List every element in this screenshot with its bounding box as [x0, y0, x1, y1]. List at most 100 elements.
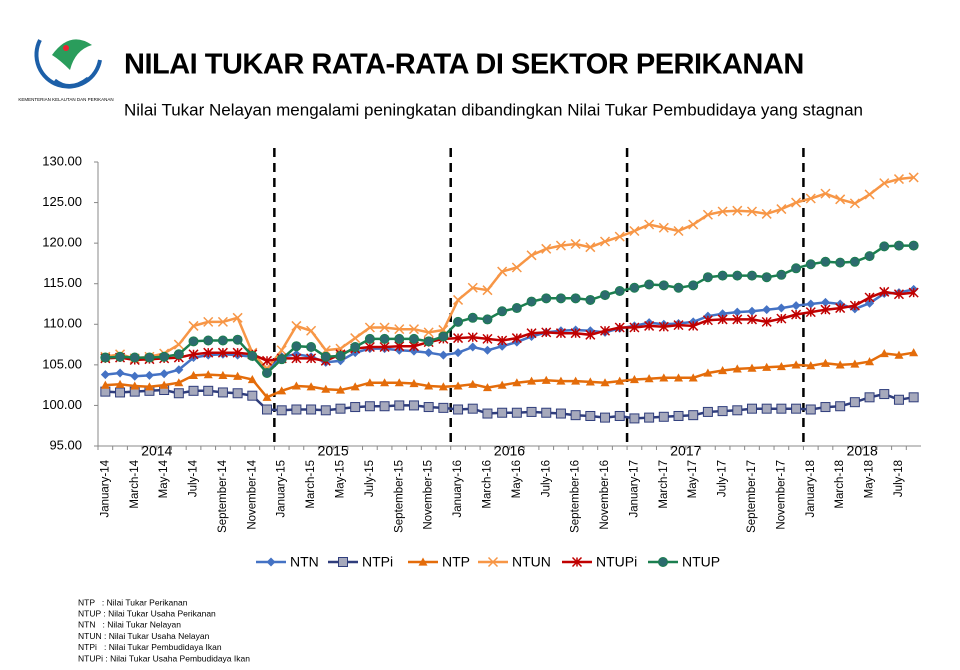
marker	[482, 333, 493, 344]
marker	[762, 305, 772, 315]
x-tick-label: September-14	[217, 459, 229, 532]
legend-label: NTUP	[682, 554, 720, 570]
marker	[247, 390, 258, 401]
marker	[879, 241, 890, 252]
marker	[864, 392, 875, 403]
marker	[497, 380, 507, 389]
marker	[585, 377, 595, 386]
legend-label: NTP	[442, 554, 470, 570]
y-tick-label: 100.00	[42, 397, 82, 412]
marker	[232, 334, 243, 345]
x-tick-label: July-17	[717, 460, 729, 497]
marker	[644, 279, 655, 290]
marker	[232, 347, 243, 358]
marker	[820, 402, 831, 413]
marker	[659, 373, 669, 382]
marker	[791, 263, 802, 274]
marker	[174, 365, 184, 375]
marker	[717, 270, 728, 281]
marker	[614, 231, 625, 242]
marker	[673, 320, 684, 331]
marker	[570, 328, 581, 339]
marker	[497, 407, 508, 418]
marker	[100, 380, 110, 389]
marker	[394, 400, 405, 411]
marker	[893, 289, 904, 300]
marker	[673, 225, 684, 237]
marker	[615, 376, 625, 385]
marker	[820, 304, 831, 315]
legend-label: NTPi	[362, 554, 393, 570]
marker	[674, 373, 684, 382]
logo: KEMENTERIAN KELAUTAN DAN PERIKANAN	[18, 39, 114, 102]
marker	[482, 345, 492, 355]
marker	[820, 358, 830, 367]
marker	[629, 374, 639, 384]
marker	[864, 251, 875, 262]
y-tick-label: 130.00	[42, 153, 82, 168]
marker	[717, 206, 728, 217]
marker	[364, 341, 375, 353]
marker	[364, 401, 375, 412]
marker	[835, 194, 846, 205]
marker	[894, 350, 904, 359]
marker	[173, 388, 184, 399]
marker	[526, 328, 537, 339]
marker	[482, 285, 493, 296]
note: NTUPi : Nilai Tukar Usaha Pembudidaya Ik…	[78, 653, 250, 663]
marker	[203, 347, 214, 358]
marker	[482, 314, 493, 325]
marker	[644, 412, 655, 423]
marker	[571, 556, 583, 568]
series-line	[105, 290, 914, 363]
marker	[658, 557, 668, 567]
marker	[776, 269, 787, 280]
note: NTPi : Nilai Tukar Pembudidaya Ikan	[78, 642, 222, 652]
marker	[338, 557, 348, 567]
marker	[115, 379, 125, 388]
marker	[746, 314, 758, 325]
x-tick-label: September-17	[746, 460, 758, 533]
marker	[571, 376, 581, 385]
x-tick-label: November-15	[423, 460, 435, 530]
x-tick-label: March-14	[129, 459, 141, 508]
y-tick-label: 125.00	[42, 194, 82, 209]
marker	[776, 403, 787, 414]
marker	[805, 404, 816, 415]
marker	[453, 381, 463, 390]
y-tick-label: 110.00	[43, 316, 82, 331]
marker	[879, 389, 890, 400]
marker	[291, 341, 302, 352]
chart-subtitle: Nilai Tukar Nelayan mengalami peningkata…	[124, 100, 863, 119]
marker	[570, 293, 581, 304]
marker	[658, 411, 669, 422]
marker	[100, 370, 110, 380]
y-tick-label: 105.00	[42, 356, 82, 371]
x-tick-label: March-16	[481, 460, 493, 509]
marker	[746, 206, 758, 217]
marker	[173, 349, 184, 360]
marker	[174, 378, 184, 387]
marker	[262, 392, 272, 401]
legend-label: NTN	[290, 554, 319, 570]
marker	[217, 335, 228, 346]
marker	[203, 335, 214, 346]
marker	[453, 404, 464, 415]
marker	[291, 320, 302, 331]
marker	[908, 240, 919, 251]
marker	[732, 205, 743, 216]
marker	[262, 367, 273, 378]
legend-item: NTPi	[328, 554, 393, 570]
marker	[364, 322, 375, 333]
marker	[791, 197, 802, 208]
x-tick-label: November-17	[775, 460, 787, 530]
marker	[805, 193, 816, 204]
legend-item: NTUN	[478, 554, 551, 570]
marker	[629, 282, 640, 293]
marker	[423, 327, 434, 338]
legend-item: NTP	[408, 554, 470, 570]
marker	[718, 366, 728, 375]
marker	[555, 240, 566, 251]
marker	[159, 380, 169, 389]
